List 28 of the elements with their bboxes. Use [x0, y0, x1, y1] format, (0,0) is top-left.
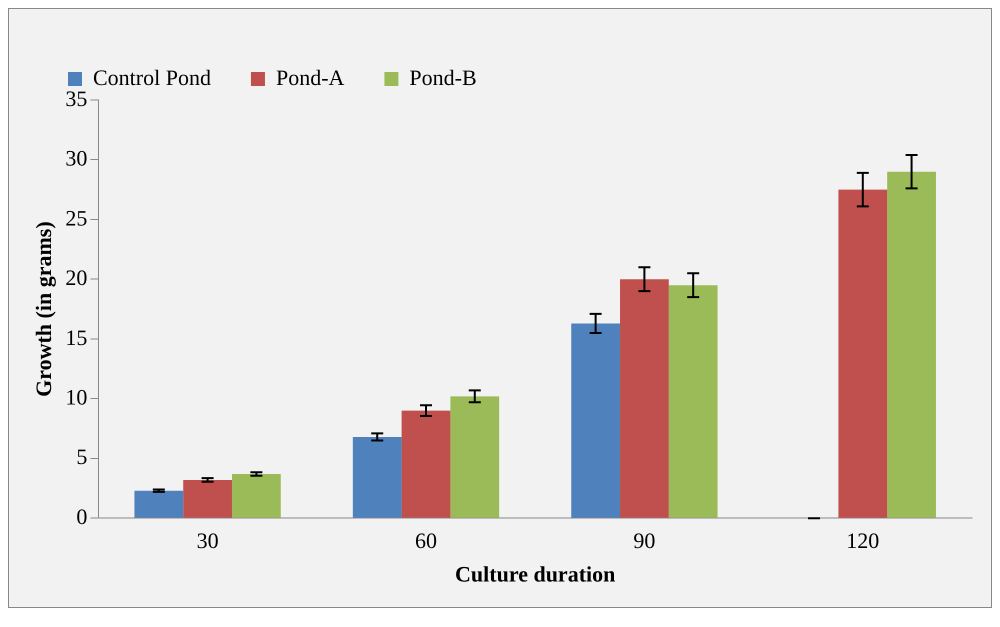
bar — [887, 172, 936, 518]
y-tick-label: 5 — [76, 444, 88, 470]
bar — [571, 323, 620, 518]
y-tick-label: 15 — [65, 324, 88, 350]
y-tick-label: 0 — [76, 504, 88, 529]
x-tick-label: 90 — [633, 528, 656, 554]
x-tick-label: 60 — [415, 528, 437, 554]
y-axis-title: Growth (in grams) — [30, 221, 56, 397]
bar — [232, 474, 281, 518]
bar — [183, 480, 232, 518]
y-tick-label: 25 — [65, 205, 88, 230]
y-tick-label: 35 — [65, 86, 88, 111]
y-tick-label: 30 — [65, 146, 88, 171]
bar — [134, 490, 184, 518]
x-tick-label: 120 — [846, 528, 880, 554]
x-tick-label: 30 — [196, 528, 219, 554]
bar — [450, 396, 500, 518]
legend-label: Pond-A — [276, 64, 345, 90]
bar — [352, 436, 402, 518]
x-axis-title: Culture duration — [455, 561, 616, 586]
bar — [838, 190, 888, 518]
bar — [620, 279, 669, 518]
bar — [402, 410, 450, 518]
bar — [668, 285, 718, 518]
y-tick-label: 20 — [65, 265, 88, 290]
legend-label: Control Pond — [93, 64, 211, 90]
y-tick-label: 10 — [65, 384, 88, 410]
legend-label: Pond-B — [409, 64, 477, 90]
